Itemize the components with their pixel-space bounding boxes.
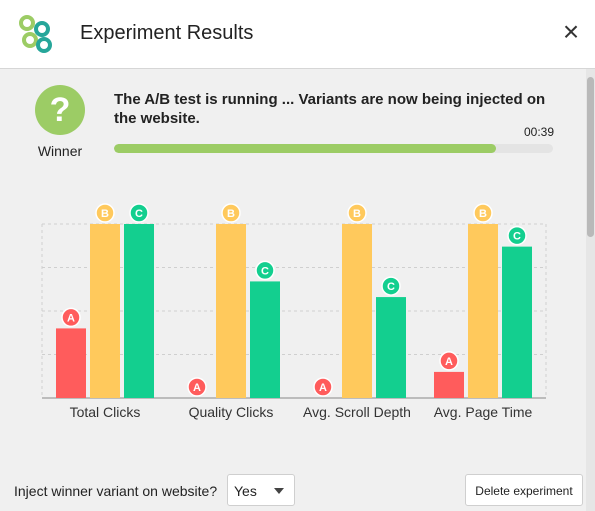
bar-a [56,328,86,398]
series-marker-a [187,377,207,397]
series-marker-c [255,260,275,281]
series-marker-c [381,276,401,296]
bar-c [502,246,532,398]
series-marker-a [61,307,81,328]
inject-winner-label: Inject winner variant on website? [14,483,218,499]
status-message: The A/B test is running ... Variants are… [114,91,546,127]
series-marker-label: C [387,281,395,293]
bar-b [216,224,246,398]
chevron-down-icon [274,488,284,494]
series-marker-label: A [67,312,75,324]
scrollbar[interactable] [586,69,595,511]
x-tick-label: Avg. Scroll Depth [303,404,411,420]
dialog-title: Experiment Results [80,22,254,44]
x-tick-label: Total Clicks [70,404,141,420]
series-marker-label: A [193,382,201,394]
progress-bar-fill [114,144,496,153]
series-marker-b [347,203,367,223]
bar-b [342,224,372,398]
series-marker-c [507,225,527,246]
bar-c [376,297,406,398]
elapsed-timer: 00:39 [523,125,554,139]
series-marker-b [95,203,115,223]
winner-label: Winner [37,143,83,159]
bar-c [250,281,280,398]
delete-experiment-button[interactable]: Delete experiment [465,474,583,506]
series-marker-label: C [135,208,143,220]
series-marker-label: A [445,356,453,368]
series-marker-a [313,377,333,397]
series-marker-label: A [319,382,327,394]
bar-a [434,371,464,398]
winner-badge: ? [35,85,85,135]
chain-link-logo-icon [19,15,52,53]
series-marker-label: B [353,208,361,220]
inject-winner-value: Yes [234,483,257,499]
progress-bar [114,144,553,153]
close-icon[interactable]: × [562,16,580,47]
x-tick-label: Avg. Page Time [434,404,533,420]
series-marker-label: C [513,231,521,243]
series-marker-label: C [261,265,269,277]
question-mark-icon: ? [49,91,71,129]
series-marker-label: B [479,208,487,220]
scrollbar-thumb[interactable] [587,77,594,237]
bar-c [124,224,154,398]
dialog-header: Experiment Results × [0,0,595,69]
series-marker-a [439,351,459,371]
series-marker-c [129,203,149,223]
series-marker-label: B [227,208,235,220]
x-tick-label: Quality Clicks [189,404,274,420]
inject-winner-select[interactable]: Yes [227,474,295,506]
bar-b [468,224,498,398]
results-bar-chart: A B C Total Clicks A B C Quality Clicks A B C Avg. … [41,203,547,420]
bar-b [90,224,120,398]
series-marker-b [221,203,241,223]
series-marker-b [473,203,493,223]
series-marker-label: B [101,208,109,220]
